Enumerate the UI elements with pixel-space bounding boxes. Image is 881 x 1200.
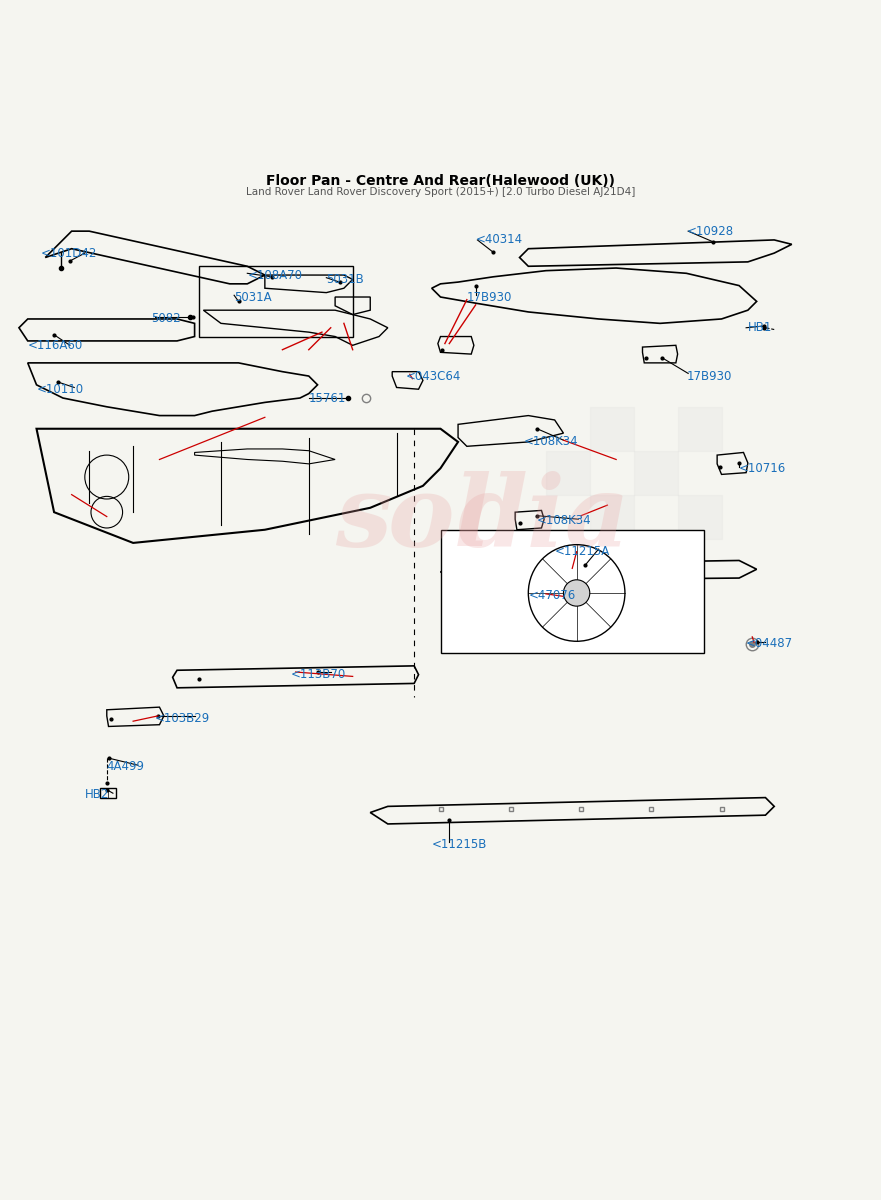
Text: <11215A: <11215A [555, 545, 610, 558]
Text: <103B29: <103B29 [155, 712, 211, 725]
Text: <108K34: <108K34 [524, 436, 579, 449]
Bar [546, 451, 589, 494]
Bar [440, 529, 704, 653]
Text: 5082: 5082 [151, 312, 181, 325]
Bar [589, 407, 633, 451]
Text: dia: dia [458, 472, 631, 568]
Text: <11215B: <11215B [432, 838, 487, 851]
Text: Land Rover Land Rover Discovery Sport (2015+) [2.0 Turbo Diesel AJ21D4]: Land Rover Land Rover Discovery Sport (2… [246, 187, 635, 197]
Text: <10928: <10928 [686, 224, 734, 238]
Text: <101D42: <101D42 [41, 247, 97, 259]
Text: 5031B: 5031B [326, 272, 364, 286]
Text: <47076: <47076 [529, 589, 575, 602]
Text: s: s [335, 472, 391, 568]
Text: <04487: <04487 [746, 637, 793, 650]
Text: ol: ol [388, 472, 492, 568]
Text: 5031A: 5031A [234, 290, 271, 304]
Text: 17B930: 17B930 [467, 290, 512, 304]
Text: <108A70: <108A70 [248, 269, 302, 282]
Text: 4A499: 4A499 [107, 761, 144, 773]
Circle shape [564, 580, 589, 606]
Text: <116A60: <116A60 [27, 338, 83, 352]
Text: <10716: <10716 [739, 462, 787, 475]
Bar [677, 407, 722, 451]
Text: <40314: <40314 [476, 234, 522, 246]
Text: 17B930: 17B930 [686, 370, 732, 383]
Bar [633, 451, 677, 494]
Text: <108K34: <108K34 [537, 515, 592, 528]
Text: HB2: HB2 [85, 788, 109, 802]
Bar [633, 539, 677, 582]
Text: 15761: 15761 [308, 391, 346, 404]
Text: <043C64: <043C64 [405, 370, 461, 383]
Text: <113B70: <113B70 [292, 668, 346, 682]
Text: <10110: <10110 [36, 383, 84, 396]
Text: Floor Pan - Centre And Rear(Halewood (UK)): Floor Pan - Centre And Rear(Halewood (UK… [266, 174, 615, 188]
Text: HB1: HB1 [748, 322, 773, 335]
Bar [589, 494, 633, 539]
Bar [677, 494, 722, 539]
Bar [546, 539, 589, 582]
Bar [199, 266, 352, 336]
